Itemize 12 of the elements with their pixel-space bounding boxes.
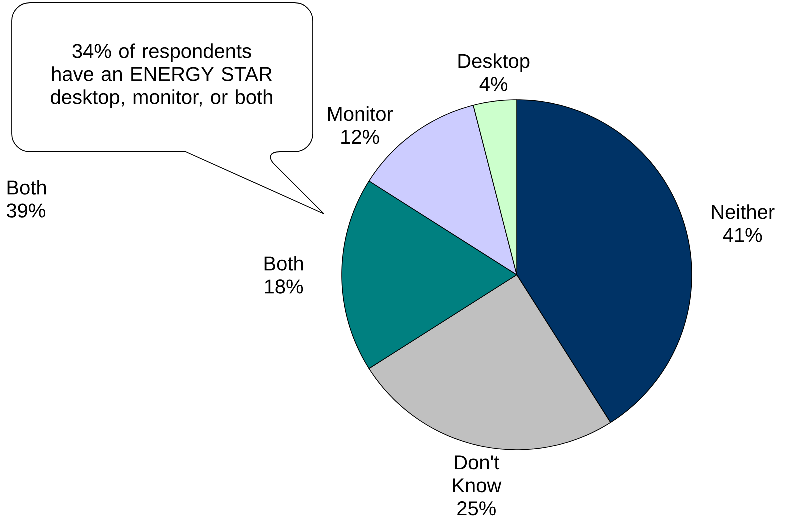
data-label: 25% bbox=[458, 502, 496, 516]
slice-label: Neither bbox=[712, 204, 775, 220]
slice-label: Both bbox=[264, 256, 304, 271]
data-label: 18% bbox=[265, 280, 304, 294]
text: 34% of respondents have an ENERGY STAR desktop, monitor, or both bbox=[51, 44, 272, 108]
data-label: 12% bbox=[342, 130, 380, 144]
text: Both 39% bbox=[6, 180, 46, 218]
data-label: 4% bbox=[480, 77, 508, 92]
slice-label: Monitor bbox=[328, 106, 394, 122]
slice-label: Don't Know bbox=[453, 456, 502, 493]
slice-label: Desktop bbox=[458, 54, 530, 72]
data-label: 41% bbox=[723, 228, 762, 242]
